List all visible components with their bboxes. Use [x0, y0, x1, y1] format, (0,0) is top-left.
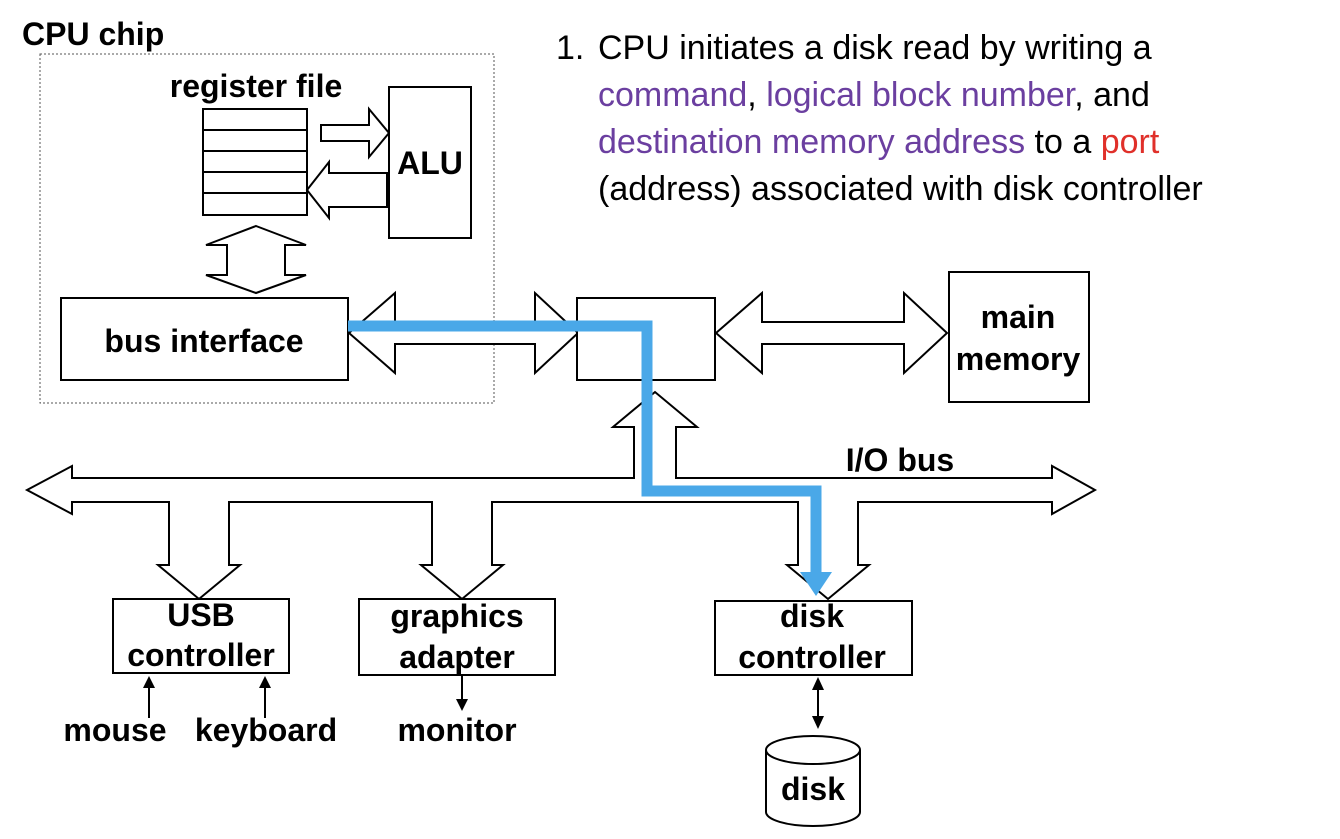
alu-label: ALU — [397, 145, 463, 181]
command-data-path-arrowhead — [800, 572, 832, 596]
caption-destination-address: destination memory address — [598, 123, 1025, 161]
disk-controller-label-line1: disk — [780, 598, 844, 634]
register-file-label: register file — [170, 68, 343, 104]
graphics-adapter-box — [358, 598, 556, 676]
caption-l2-sep1: , — [747, 76, 766, 114]
disk-controller-box — [714, 600, 913, 676]
system-bus-arrow — [347, 290, 580, 376]
caption-line1: CPU initiates a disk read by writing a — [598, 29, 1152, 67]
caption-line2: command, logical block number, and — [598, 76, 1150, 114]
caption-l2-sep2: , and — [1074, 76, 1150, 114]
cpu-chip-label: CPU chip — [22, 16, 164, 52]
disk-controller-label-line2: controller — [738, 639, 886, 675]
mouse-arrow — [143, 676, 155, 718]
io-bus-label: I/O bus — [846, 442, 954, 478]
step-caption: 1. CPU initiates a disk read by writing … — [556, 29, 1203, 208]
caption-l3-sep: to a — [1025, 123, 1101, 161]
keyboard-label: keyboard — [195, 712, 337, 748]
monitor-label: monitor — [397, 712, 516, 748]
caption-line4: (address) associated with disk controlle… — [598, 170, 1203, 208]
monitor-arrow — [456, 676, 468, 711]
command-data-path — [348, 320, 832, 596]
usb-controller-box — [112, 598, 290, 674]
caption-command: command — [598, 76, 747, 114]
register-bus-interface-arrow — [205, 224, 307, 295]
bus-interface-box — [60, 297, 349, 381]
alu-to-register-arrow — [305, 159, 388, 221]
main-memory-label-line1: main — [981, 299, 1056, 335]
disk-controller-disk-arrow — [812, 677, 824, 729]
register-file — [202, 108, 308, 216]
disk-label: disk — [781, 771, 845, 807]
usb-controller-label-line2: controller — [127, 637, 275, 673]
memory-bus-arrow — [714, 290, 949, 376]
main-memory-box — [948, 271, 1090, 403]
caption-logical-block-number: logical block number — [766, 76, 1076, 114]
caption-line3: destination memory address to a port — [598, 123, 1160, 161]
alu-box — [388, 86, 472, 239]
keyboard-arrow — [259, 676, 271, 718]
io-bus-arrow — [24, 390, 1098, 601]
caption-port: port — [1101, 123, 1160, 161]
main-memory-label-line2: memory — [956, 341, 1081, 377]
mouse-label: mouse — [63, 712, 166, 748]
disk-cylinder — [765, 735, 861, 827]
cpu-chip-boundary — [39, 53, 495, 404]
register-to-alu-arrow — [320, 106, 391, 160]
caption-number: 1. — [556, 29, 584, 67]
usb-controller-label-line1: USB — [167, 597, 235, 633]
graphics-adapter-label-line1: graphics — [390, 598, 523, 634]
graphics-adapter-label-line2: adapter — [399, 639, 515, 675]
bus-interface-label: bus interface — [104, 323, 303, 359]
